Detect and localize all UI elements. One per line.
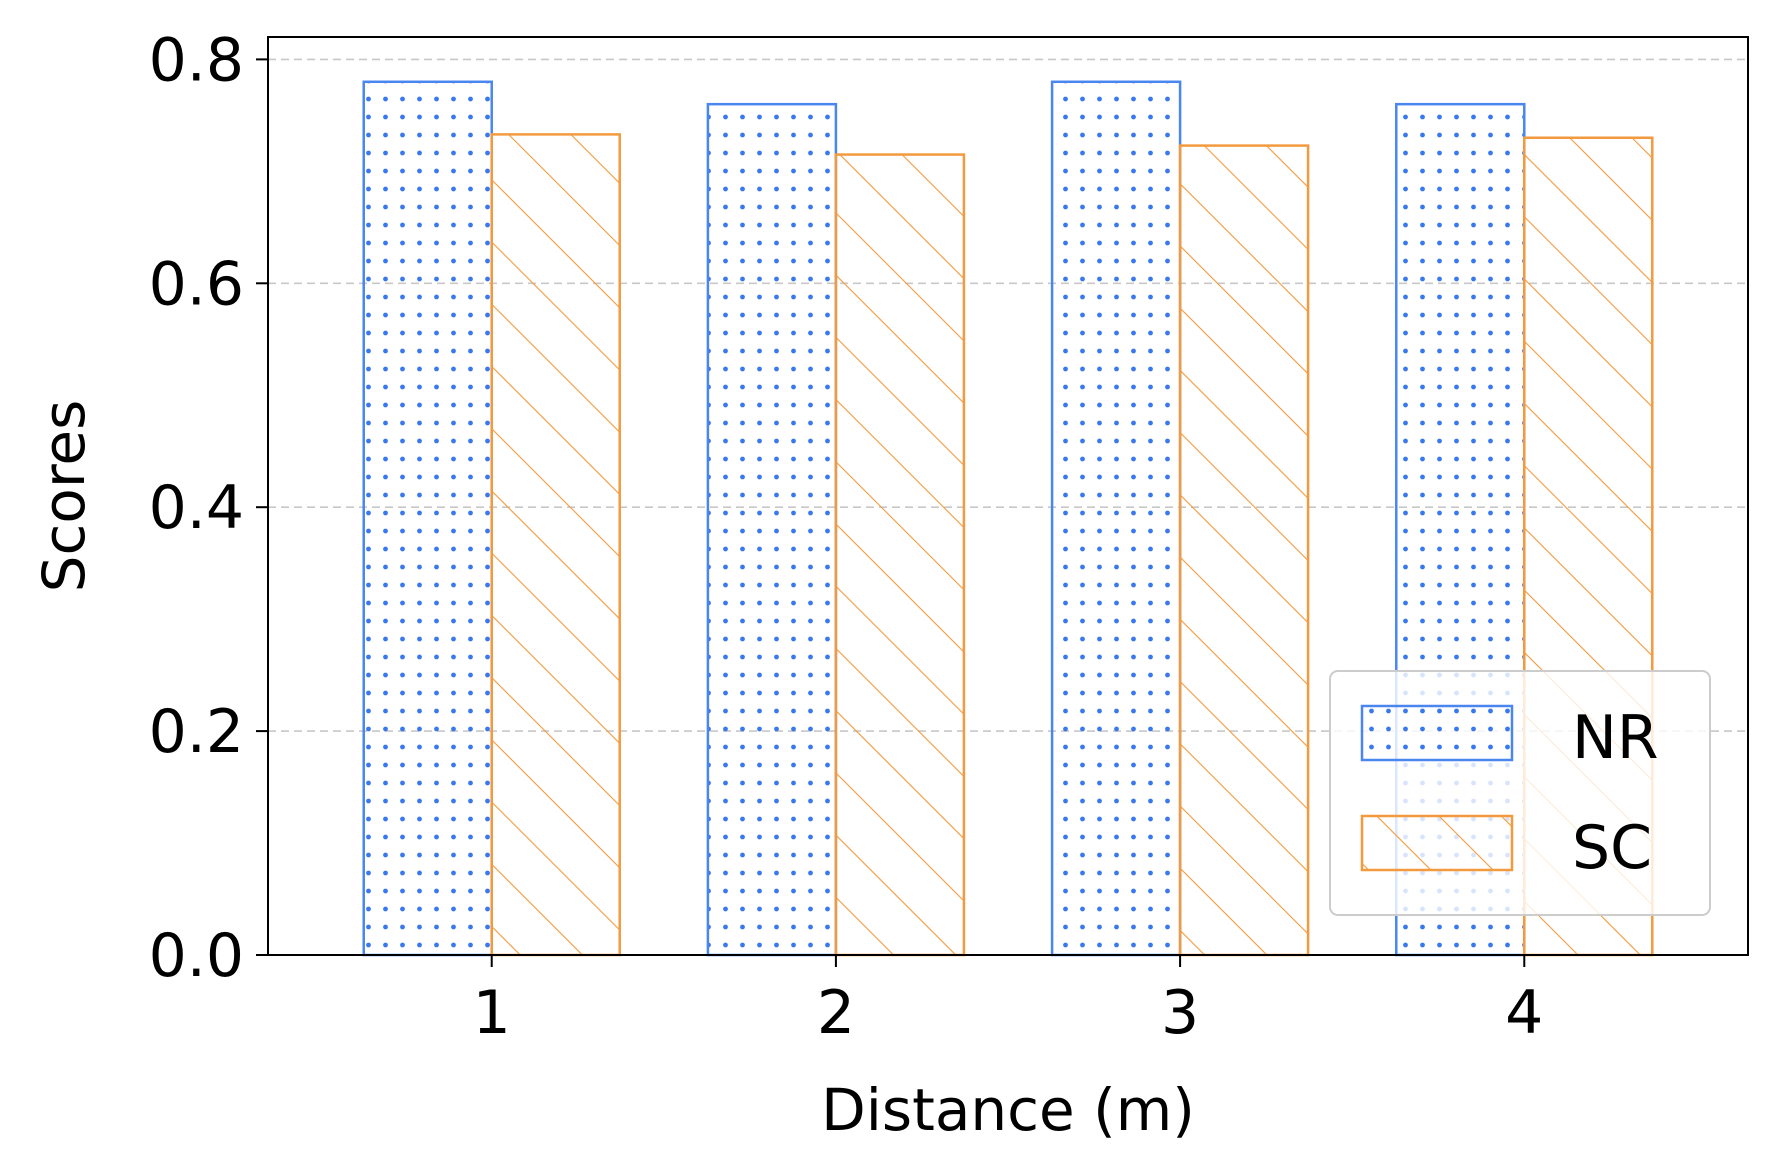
x-tick-label: 2 (817, 978, 855, 1048)
legend: NR SC (1329, 670, 1711, 916)
legend-label-nr: NR (1572, 703, 1659, 773)
x-axis-label: Distance (m) (821, 1076, 1195, 1144)
y-axis: 0.0 0.2 0.4 0.6 0.8 (149, 25, 268, 991)
legend-swatch-nr (1360, 704, 1514, 762)
bar-sc-1 (490, 133, 621, 957)
plot-frame (267, 36, 1749, 956)
y-tick-label: 0.8 (149, 25, 244, 95)
x-tick-label: 4 (1505, 978, 1543, 1048)
bar-nr-3 (1050, 80, 1182, 957)
y-axis-label: Scores (30, 400, 98, 593)
x-axis: 1 2 3 4 (473, 955, 1543, 1048)
legend-swatch-sc (1360, 814, 1514, 872)
bar-sc-3 (1178, 144, 1310, 957)
x-tick-label: 3 (1161, 978, 1199, 1048)
bar-sc-2 (834, 153, 966, 957)
y-tick-label: 0.6 (149, 249, 244, 319)
legend-label-sc: SC (1572, 813, 1652, 883)
y-tick-label: 0.0 (149, 921, 244, 991)
x-tick-label: 1 (473, 978, 511, 1048)
y-tick-label: 0.4 (149, 473, 244, 543)
bar-nr-1 (362, 80, 493, 957)
bar-nr-2 (706, 102, 838, 957)
y-tick-label: 0.2 (149, 697, 244, 767)
